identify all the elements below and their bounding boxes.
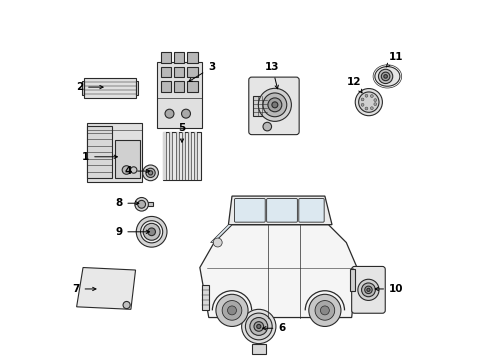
FancyBboxPatch shape bbox=[182, 132, 184, 180]
Circle shape bbox=[263, 122, 271, 131]
Text: 9: 9 bbox=[115, 227, 149, 237]
Circle shape bbox=[369, 107, 372, 110]
FancyBboxPatch shape bbox=[174, 52, 184, 63]
Circle shape bbox=[249, 318, 267, 336]
Circle shape bbox=[148, 171, 152, 175]
Text: 6: 6 bbox=[262, 323, 285, 333]
Circle shape bbox=[142, 165, 158, 181]
Circle shape bbox=[361, 283, 375, 297]
FancyBboxPatch shape bbox=[174, 67, 184, 77]
Circle shape bbox=[383, 75, 386, 78]
FancyBboxPatch shape bbox=[187, 81, 197, 92]
Circle shape bbox=[122, 166, 130, 174]
Circle shape bbox=[253, 322, 263, 331]
FancyBboxPatch shape bbox=[351, 266, 385, 313]
FancyBboxPatch shape bbox=[115, 140, 140, 178]
Circle shape bbox=[308, 294, 340, 327]
Text: 10: 10 bbox=[374, 284, 403, 294]
Circle shape bbox=[364, 94, 367, 97]
FancyBboxPatch shape bbox=[234, 199, 264, 222]
Text: 11: 11 bbox=[386, 52, 403, 67]
Circle shape bbox=[181, 109, 190, 118]
Text: 1: 1 bbox=[82, 152, 117, 162]
Circle shape bbox=[271, 102, 277, 108]
FancyBboxPatch shape bbox=[188, 132, 191, 180]
Circle shape bbox=[145, 168, 155, 177]
Circle shape bbox=[136, 216, 166, 247]
Circle shape bbox=[245, 313, 272, 340]
Circle shape bbox=[213, 238, 222, 247]
PathPatch shape bbox=[200, 225, 356, 318]
Text: 2: 2 bbox=[76, 82, 103, 92]
FancyBboxPatch shape bbox=[160, 67, 170, 77]
Circle shape bbox=[140, 221, 163, 243]
FancyBboxPatch shape bbox=[86, 123, 142, 182]
FancyBboxPatch shape bbox=[82, 81, 84, 95]
Text: 8: 8 bbox=[115, 198, 139, 208]
Circle shape bbox=[361, 98, 363, 101]
Circle shape bbox=[227, 306, 236, 315]
FancyBboxPatch shape bbox=[87, 126, 112, 178]
FancyBboxPatch shape bbox=[147, 202, 152, 206]
Text: 4: 4 bbox=[124, 166, 149, 176]
FancyBboxPatch shape bbox=[298, 199, 324, 222]
Circle shape bbox=[135, 198, 148, 211]
FancyBboxPatch shape bbox=[163, 132, 166, 180]
FancyBboxPatch shape bbox=[169, 132, 172, 180]
Circle shape bbox=[256, 324, 260, 329]
Circle shape bbox=[222, 301, 242, 320]
FancyBboxPatch shape bbox=[174, 81, 184, 92]
Circle shape bbox=[358, 92, 378, 112]
FancyBboxPatch shape bbox=[157, 62, 201, 128]
FancyBboxPatch shape bbox=[349, 269, 354, 291]
Circle shape bbox=[258, 88, 291, 121]
PathPatch shape bbox=[210, 225, 231, 243]
Circle shape bbox=[138, 201, 145, 208]
Circle shape bbox=[364, 107, 367, 110]
Circle shape bbox=[366, 288, 369, 292]
Text: 12: 12 bbox=[346, 77, 361, 93]
Text: 3: 3 bbox=[188, 63, 215, 81]
Ellipse shape bbox=[374, 67, 399, 86]
FancyBboxPatch shape bbox=[251, 345, 265, 354]
FancyBboxPatch shape bbox=[187, 67, 197, 77]
Circle shape bbox=[361, 103, 363, 106]
Circle shape bbox=[314, 301, 334, 320]
Circle shape bbox=[357, 279, 378, 301]
Circle shape bbox=[216, 294, 247, 327]
Text: 5: 5 bbox=[178, 123, 185, 142]
FancyBboxPatch shape bbox=[160, 52, 170, 63]
Circle shape bbox=[123, 301, 130, 309]
Circle shape bbox=[241, 309, 275, 343]
Circle shape bbox=[381, 72, 389, 81]
Circle shape bbox=[164, 109, 174, 118]
FancyBboxPatch shape bbox=[136, 81, 138, 95]
FancyBboxPatch shape bbox=[253, 95, 266, 116]
FancyBboxPatch shape bbox=[194, 132, 197, 180]
Circle shape bbox=[373, 99, 376, 102]
Circle shape bbox=[364, 286, 371, 293]
FancyBboxPatch shape bbox=[187, 52, 197, 63]
FancyBboxPatch shape bbox=[201, 285, 208, 310]
PathPatch shape bbox=[228, 196, 331, 225]
Circle shape bbox=[378, 69, 392, 84]
FancyBboxPatch shape bbox=[248, 77, 299, 135]
Circle shape bbox=[263, 93, 286, 117]
Circle shape bbox=[369, 95, 372, 98]
FancyBboxPatch shape bbox=[266, 199, 297, 222]
Circle shape bbox=[354, 89, 382, 116]
FancyBboxPatch shape bbox=[160, 81, 170, 92]
Circle shape bbox=[130, 167, 137, 173]
FancyBboxPatch shape bbox=[175, 132, 178, 180]
FancyBboxPatch shape bbox=[84, 78, 136, 98]
Text: 7: 7 bbox=[72, 284, 96, 294]
Circle shape bbox=[267, 98, 281, 112]
Circle shape bbox=[143, 223, 160, 240]
FancyBboxPatch shape bbox=[163, 132, 200, 180]
Circle shape bbox=[147, 228, 155, 236]
Circle shape bbox=[320, 306, 328, 315]
PathPatch shape bbox=[77, 267, 135, 309]
Text: 13: 13 bbox=[264, 63, 279, 89]
Circle shape bbox=[373, 103, 376, 105]
